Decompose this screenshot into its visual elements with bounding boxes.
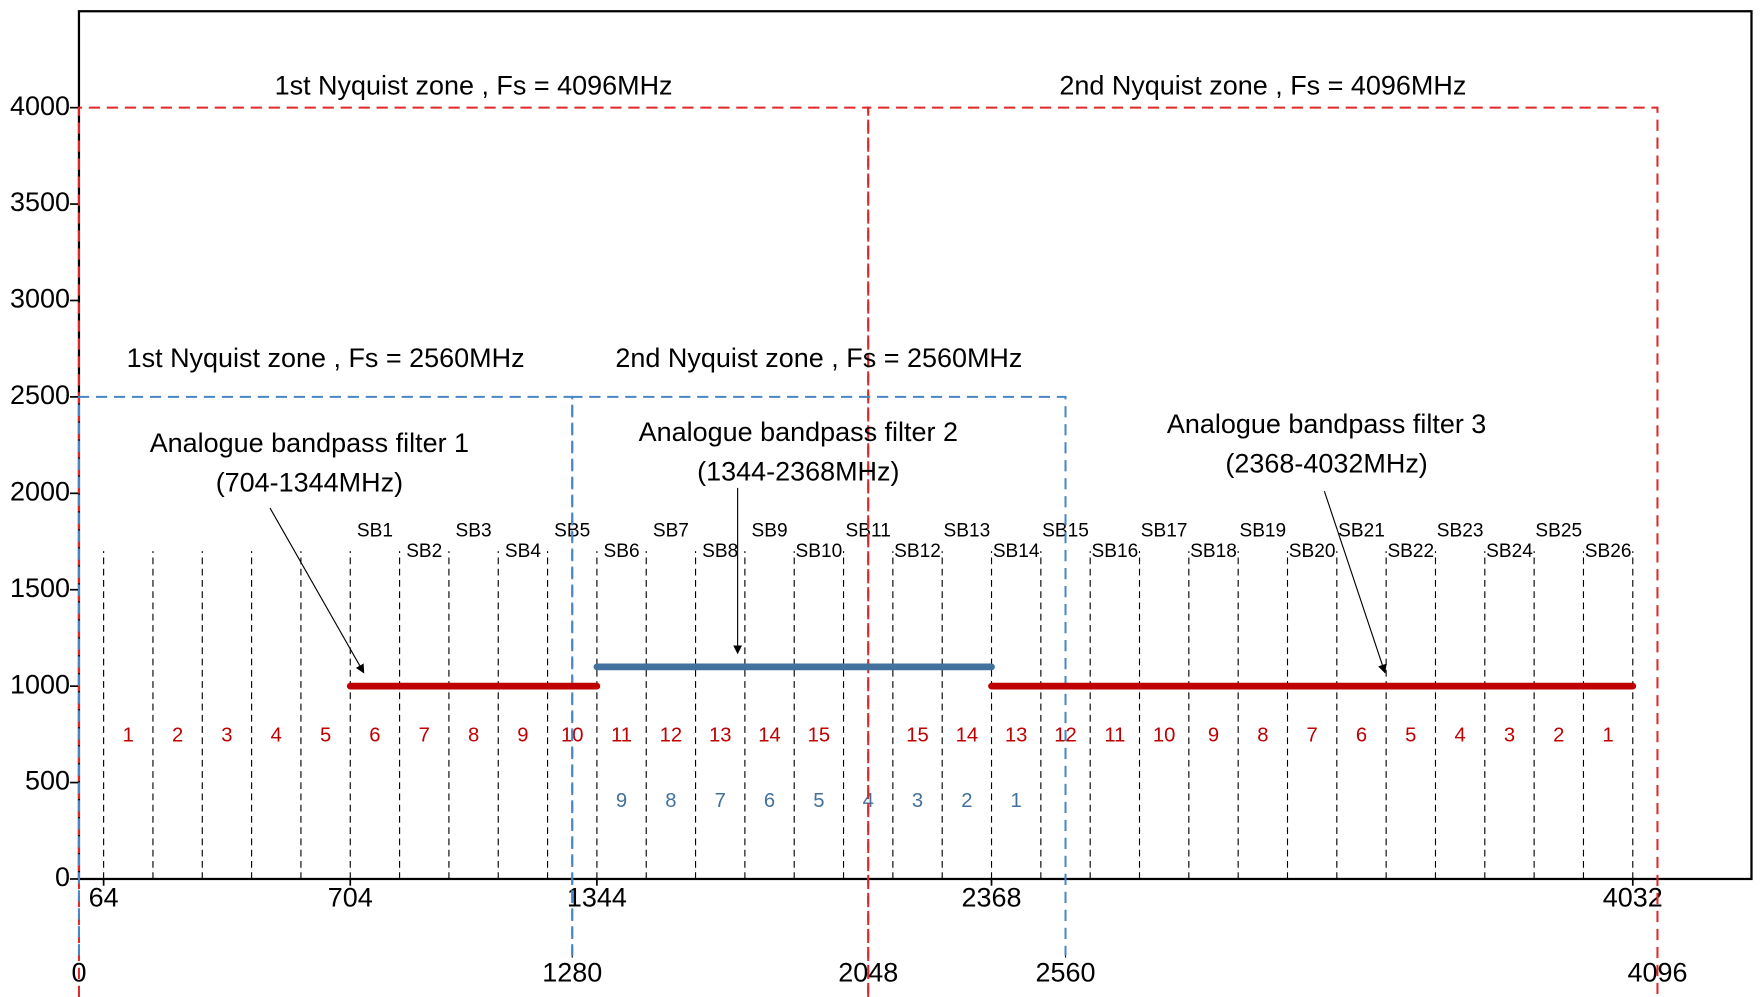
subband-label: SB6 xyxy=(604,541,640,562)
subband-number: 7 xyxy=(1307,725,1318,747)
subband-number: 6 xyxy=(764,790,775,812)
subband-number: 15 xyxy=(906,725,929,747)
subband-number: 3 xyxy=(221,725,232,747)
y-tick-label: 3500 xyxy=(10,187,70,217)
subband-label: SB26 xyxy=(1585,541,1632,562)
filter-range: (704-1344MHz) xyxy=(216,468,403,498)
y-tick-label: 1000 xyxy=(10,669,70,699)
x-tick-label: 1344 xyxy=(567,882,627,912)
subband-number: 11 xyxy=(1104,725,1125,747)
subband-label: SB17 xyxy=(1141,521,1188,542)
subband-label: SB15 xyxy=(1042,521,1089,542)
x-tick-label: 704 xyxy=(328,882,373,912)
subband-label: SB21 xyxy=(1338,521,1385,542)
y-tick-label: 2000 xyxy=(10,476,70,506)
subband-number: 15 xyxy=(808,725,831,747)
subband-number: 10 xyxy=(1153,725,1176,747)
subband-label: SB12 xyxy=(894,541,941,562)
subband-number: 3 xyxy=(912,790,923,812)
subband-label: SB25 xyxy=(1535,521,1582,542)
x-tick-label: 64 xyxy=(89,882,119,912)
subband-label: SB1 xyxy=(357,521,393,542)
x-tick-label: 2368 xyxy=(962,882,1022,912)
zone-label: 2nd Nyquist zone , Fs = 2560MHz xyxy=(615,343,1022,373)
subband-label: SB7 xyxy=(653,521,689,542)
y-tick-label: 500 xyxy=(25,766,70,796)
nyquist-zone xyxy=(571,395,1067,956)
subband-label: SB24 xyxy=(1486,541,1533,562)
subband-label: SB8 xyxy=(702,541,738,562)
zone-label: 1st Nyquist zone , Fs = 2560MHz xyxy=(127,343,525,373)
y-tick-label: 1500 xyxy=(10,573,70,603)
subband-label: SB3 xyxy=(456,521,492,542)
subband-number: 8 xyxy=(1257,725,1268,747)
subband-number: 7 xyxy=(715,790,726,812)
x2-tick-label: 1280 xyxy=(542,958,602,988)
subband-number: 14 xyxy=(956,725,979,747)
subband-label: SB23 xyxy=(1437,521,1484,542)
subband-number: 5 xyxy=(1405,725,1416,747)
subband-label: SB11 xyxy=(846,521,891,542)
subband-number: 3 xyxy=(1504,725,1515,747)
subband-number: 1 xyxy=(123,725,134,747)
filter-arrow xyxy=(1323,491,1387,674)
filter-arrow xyxy=(269,507,365,674)
y-tick-label: 0 xyxy=(55,862,70,892)
x2-tick-label: 2560 xyxy=(1036,958,1096,988)
subband-number: 13 xyxy=(1005,725,1028,747)
zone-label: 2nd Nyquist zone , Fs = 4096MHz xyxy=(1059,71,1466,101)
nyquist-zone xyxy=(867,106,1659,997)
subband-label: SB14 xyxy=(993,541,1040,562)
subband-number: 11 xyxy=(611,725,632,747)
subband-label: SB19 xyxy=(1239,521,1286,542)
filter-label: Analogue bandpass filter 3 xyxy=(1167,409,1486,439)
filter-label: Analogue bandpass filter 1 xyxy=(150,428,469,458)
subband-label: SB10 xyxy=(796,541,843,562)
subband-number: 8 xyxy=(468,725,479,747)
subband-label: SB20 xyxy=(1289,541,1336,562)
x-tick-label: 4032 xyxy=(1603,882,1663,912)
subband-label: SB13 xyxy=(944,521,991,542)
subband-number: 13 xyxy=(709,725,732,747)
subband-label: SB4 xyxy=(505,541,541,562)
nyquist-zone xyxy=(77,106,870,997)
subband-number: 12 xyxy=(660,725,683,747)
subband-number: 6 xyxy=(369,725,380,747)
subband-number: 2 xyxy=(172,725,183,747)
subband-number: 14 xyxy=(758,725,781,747)
y-tick-label: 4000 xyxy=(10,91,70,121)
subband-number: 5 xyxy=(320,725,331,747)
subband-number: 2 xyxy=(961,790,972,812)
filter-label: Analogue bandpass filter 2 xyxy=(639,417,958,447)
subband-number: 4 xyxy=(863,790,874,812)
subband-number: 1 xyxy=(1011,790,1022,812)
subband-number: 6 xyxy=(1356,725,1367,747)
subband-number: 2 xyxy=(1553,725,1564,747)
subband-number: 4 xyxy=(271,725,282,747)
subband-number: 1 xyxy=(1603,725,1614,747)
subband-number: 4 xyxy=(1455,725,1466,747)
subband-label: SB18 xyxy=(1190,541,1237,562)
filter-range: (2368-4032MHz) xyxy=(1225,448,1427,478)
subband-label: SB16 xyxy=(1091,541,1138,562)
zone-label: 1st Nyquist zone , Fs = 4096MHz xyxy=(275,71,673,101)
subband-number: 5 xyxy=(813,790,824,812)
y-tick-label: 3000 xyxy=(10,284,70,314)
subband-number: 9 xyxy=(616,790,627,812)
filter-range: (1344-2368MHz) xyxy=(697,456,899,486)
y-tick-label: 2500 xyxy=(10,380,70,410)
subband-number: 7 xyxy=(419,725,430,747)
subband-label: SB9 xyxy=(752,521,788,542)
subband-label: SB22 xyxy=(1387,541,1434,562)
subband-number: 9 xyxy=(1208,725,1219,747)
subband-number: 9 xyxy=(517,725,528,747)
subband-number: 8 xyxy=(665,790,676,812)
subband-label: SB2 xyxy=(406,541,442,562)
